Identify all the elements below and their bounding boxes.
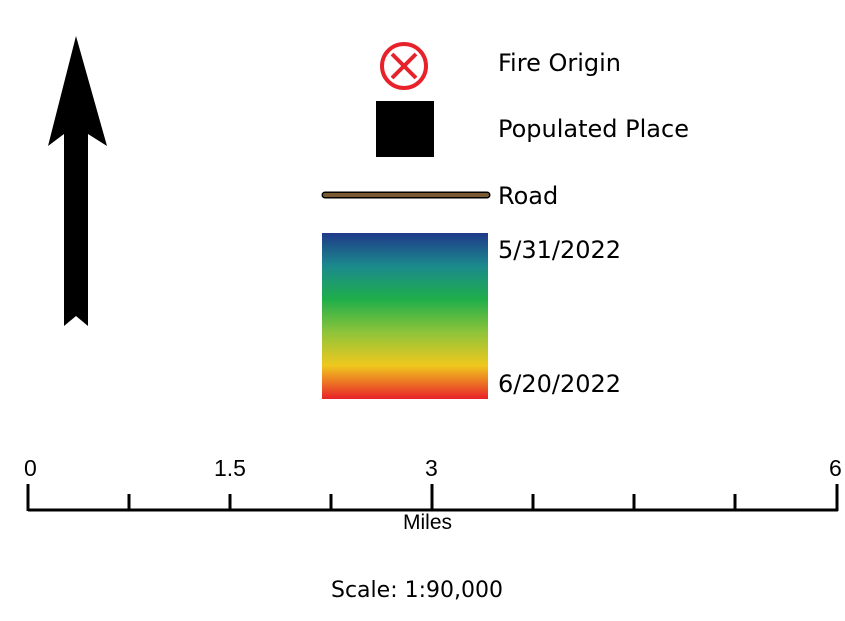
map-scale-text: Scale: 1:90,000 bbox=[331, 578, 503, 603]
populated-place-icon bbox=[376, 101, 434, 157]
populated-place-label: Populated Place bbox=[498, 115, 689, 143]
gradient-end-date: 6/20/2022 bbox=[498, 370, 622, 398]
gradient-start-date: 5/31/2022 bbox=[498, 236, 622, 264]
fire-origin-icon bbox=[380, 42, 428, 90]
date-gradient-bar bbox=[322, 233, 488, 399]
scale-tick-label-3: 3 bbox=[425, 455, 438, 481]
fire-origin-label: Fire Origin bbox=[498, 49, 621, 77]
scale-bar bbox=[26, 484, 839, 512]
scale-tick-label-0: 0 bbox=[24, 455, 37, 481]
road-line-icon bbox=[321, 191, 491, 199]
scale-tick-label-6: 6 bbox=[829, 455, 842, 481]
scale-units-label: Miles bbox=[403, 511, 453, 534]
scale-tick-label-1-5: 1.5 bbox=[214, 455, 246, 481]
road-label: Road bbox=[498, 182, 559, 210]
north-arrow-icon bbox=[48, 36, 107, 326]
